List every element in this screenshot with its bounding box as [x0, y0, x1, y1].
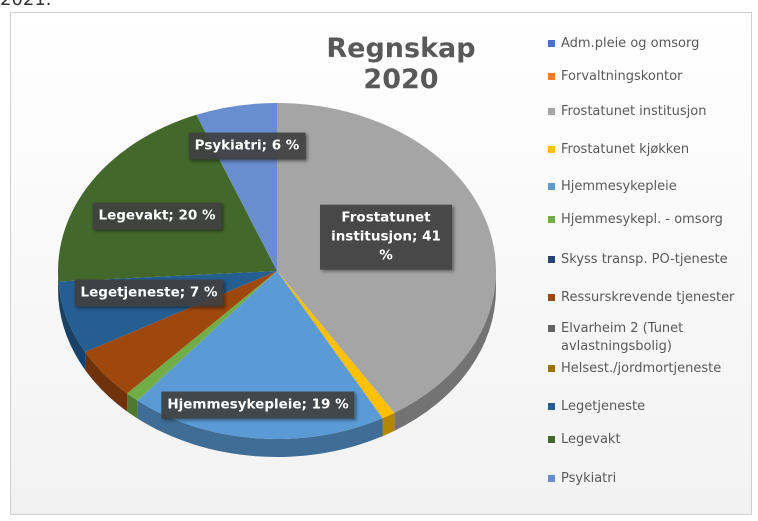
data-label: Frostatunet institusjon; 41 % [320, 204, 452, 270]
legend-swatch [548, 146, 555, 153]
legend-swatch [548, 183, 555, 190]
legend-entry: Hjemmesykepleie [548, 178, 746, 196]
legend-entry: Adm.pleie og omsorg [548, 35, 746, 53]
legend-swatch [548, 403, 555, 410]
legend-entry: Psykiatri [548, 470, 746, 488]
data-label: Legetjeneste; 7 % [74, 279, 224, 307]
legend-entry: Legetjeneste [548, 398, 746, 416]
data-label: Psykiatri; 6 % [188, 132, 306, 160]
pie-side [137, 400, 383, 458]
pie-side [85, 351, 128, 412]
legend-swatch [548, 294, 555, 301]
legend-swatch [548, 73, 555, 80]
legend-entry: Frostatunet kjøkken [548, 141, 746, 159]
pie-side [58, 281, 86, 370]
data-label: Hjemmesykepleie; 19 % [161, 391, 355, 419]
legend-swatch [548, 108, 555, 115]
legend-swatch [548, 475, 555, 482]
pie-slice [277, 271, 395, 419]
pie-sides [58, 271, 496, 458]
chart: Regnskap 2020 Frostatunet institusjon; 4… [10, 12, 752, 515]
pie-side [394, 271, 496, 431]
legend-entry: Frostatunet institusjon [548, 103, 746, 121]
chart-title: Regnskap 2020 [326, 33, 476, 95]
pie-side [127, 393, 138, 419]
legend-entry: Forvaltningskontor [548, 68, 746, 86]
data-label: Legevakt; 20 % [92, 202, 222, 230]
pie-slice [57, 114, 277, 282]
legend-entry: Helsest./jordmortjeneste [548, 360, 746, 378]
legend-swatch [548, 216, 555, 223]
legend-entry: Skyss transp. PO-tjeneste [548, 251, 746, 269]
pie-slice [85, 271, 277, 394]
legend-entry: Hjemmesykepl. - omsorg [548, 211, 746, 229]
legend-swatch [548, 365, 555, 372]
legend-entry: Ressurskrevende tjenester [548, 289, 746, 307]
legend-swatch [548, 436, 555, 443]
legend-entry: Elvarheim 2 (Tunet avlastningsbolig) [548, 320, 746, 355]
legend-swatch [548, 40, 555, 47]
pie-side [382, 412, 395, 437]
legend-swatch [548, 256, 555, 263]
page-text: 2021. [0, 0, 52, 10]
legend-entry: Legevakt [548, 431, 746, 449]
legend-swatch [548, 325, 555, 332]
pie-slice [127, 271, 277, 401]
